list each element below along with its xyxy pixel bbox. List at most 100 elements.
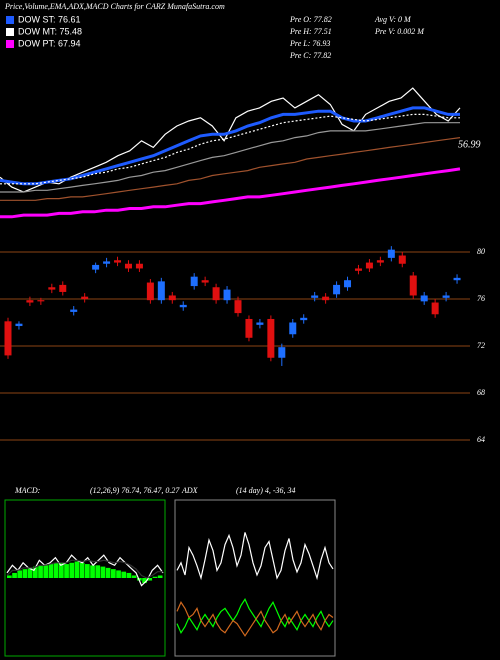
chart-title: Price,Volume,EMA,ADX,MACD Charts for CAR… bbox=[4, 2, 225, 11]
line-series bbox=[0, 137, 461, 201]
candle-body bbox=[442, 295, 450, 298]
histogram-bar bbox=[59, 562, 64, 578]
candle-body bbox=[354, 268, 362, 271]
candle-body bbox=[409, 275, 417, 296]
adx-params: (14 day) 4, -36, 34 bbox=[236, 486, 296, 495]
candle-body bbox=[15, 323, 23, 327]
candle-body bbox=[278, 347, 286, 358]
annotation: 56.99 bbox=[458, 139, 481, 150]
histogram-bar bbox=[126, 572, 132, 578]
histogram-bar bbox=[53, 562, 59, 578]
histogram-bar bbox=[116, 570, 121, 578]
histogram-bar bbox=[121, 571, 127, 578]
candle-body bbox=[135, 263, 143, 269]
histogram-bar bbox=[27, 567, 33, 578]
candle-body bbox=[103, 261, 111, 264]
candle-body bbox=[387, 249, 395, 258]
candle-body bbox=[420, 295, 428, 302]
line-series bbox=[6, 559, 163, 579]
line-series bbox=[6, 554, 164, 587]
histogram-bar bbox=[90, 565, 95, 578]
line-series bbox=[0, 113, 460, 185]
histogram-bar bbox=[17, 570, 23, 578]
histogram-bar bbox=[48, 564, 54, 578]
candle-body bbox=[4, 321, 12, 356]
quote: Pre H: 77.51 bbox=[289, 27, 332, 36]
line-series bbox=[0, 167, 461, 219]
candle-body bbox=[48, 287, 56, 290]
macd-params: (12,26,9) 76.74, 76.47, 0.27 bbox=[90, 486, 180, 495]
candle-body bbox=[59, 284, 67, 292]
y-tick-label: 76 bbox=[477, 294, 485, 303]
histogram-bar bbox=[64, 564, 69, 578]
candle-body bbox=[333, 284, 341, 295]
candle-body bbox=[344, 280, 352, 288]
histogram-bar bbox=[74, 561, 80, 578]
candle-body bbox=[223, 289, 231, 301]
candle-body bbox=[267, 318, 275, 358]
candle-body bbox=[114, 260, 122, 263]
line-series bbox=[0, 87, 461, 193]
candle-body bbox=[234, 300, 242, 314]
legend-label: DOW ST: 76.61 bbox=[18, 14, 81, 24]
adx-frame bbox=[174, 499, 336, 657]
legend-label: DOW MT: 75.48 bbox=[18, 26, 82, 36]
candle-body bbox=[322, 296, 330, 301]
candle-body bbox=[431, 302, 439, 315]
candle-body bbox=[311, 295, 319, 298]
adx-title: ADX bbox=[181, 486, 199, 495]
legend-swatch bbox=[6, 28, 14, 36]
candle-body bbox=[398, 255, 406, 264]
histogram-bar bbox=[147, 578, 153, 581]
y-tick-label: 72 bbox=[477, 341, 485, 350]
histogram-bar bbox=[22, 569, 28, 578]
candle-body bbox=[376, 260, 384, 263]
legend-swatch bbox=[6, 40, 14, 48]
line-series bbox=[0, 106, 460, 186]
candle-body bbox=[157, 281, 165, 301]
candle-body bbox=[146, 282, 154, 301]
candle-body bbox=[26, 300, 34, 303]
histogram-bar bbox=[95, 565, 101, 578]
macd-title: MACD: bbox=[14, 486, 41, 495]
histogram-bar bbox=[38, 565, 43, 578]
histogram-bar bbox=[69, 562, 75, 578]
histogram-bar bbox=[79, 562, 85, 578]
candle-body bbox=[168, 295, 176, 301]
candle-body bbox=[179, 304, 187, 308]
line-series bbox=[176, 601, 334, 637]
candle-body bbox=[201, 280, 209, 283]
line-series bbox=[176, 598, 334, 634]
histogram-bar bbox=[12, 572, 17, 578]
histogram-bar bbox=[105, 567, 111, 578]
candle-body bbox=[453, 277, 461, 281]
candle-body bbox=[289, 322, 297, 335]
candle-body bbox=[70, 309, 78, 312]
quote: Pre V: 0.002 M bbox=[374, 27, 425, 36]
histogram-bar bbox=[43, 565, 49, 578]
quote: Pre C: 77.82 bbox=[289, 51, 331, 60]
histogram-bar bbox=[142, 578, 147, 584]
histogram-bar bbox=[152, 576, 158, 578]
histogram-bar bbox=[131, 575, 137, 578]
line-series bbox=[0, 122, 460, 193]
candle-body bbox=[92, 264, 100, 270]
legend-swatch bbox=[6, 16, 14, 24]
candle-body bbox=[212, 287, 220, 301]
quote: Pre O: 77.82 bbox=[289, 15, 332, 24]
candle-body bbox=[300, 317, 308, 321]
line-series bbox=[176, 532, 334, 581]
quote: Pre L: 76.93 bbox=[289, 39, 330, 48]
histogram-bar bbox=[7, 575, 12, 578]
y-tick-label: 64 bbox=[477, 435, 485, 444]
histogram-bar bbox=[85, 564, 90, 578]
candle-body bbox=[365, 262, 373, 269]
histogram-bar bbox=[100, 566, 106, 578]
candle-body bbox=[81, 296, 89, 299]
y-tick-label: 68 bbox=[477, 388, 485, 397]
candle-body bbox=[245, 318, 253, 338]
histogram-bar bbox=[33, 566, 38, 578]
y-tick-label: 80 bbox=[477, 247, 485, 256]
legend-label: DOW PT: 67.94 bbox=[18, 38, 81, 48]
